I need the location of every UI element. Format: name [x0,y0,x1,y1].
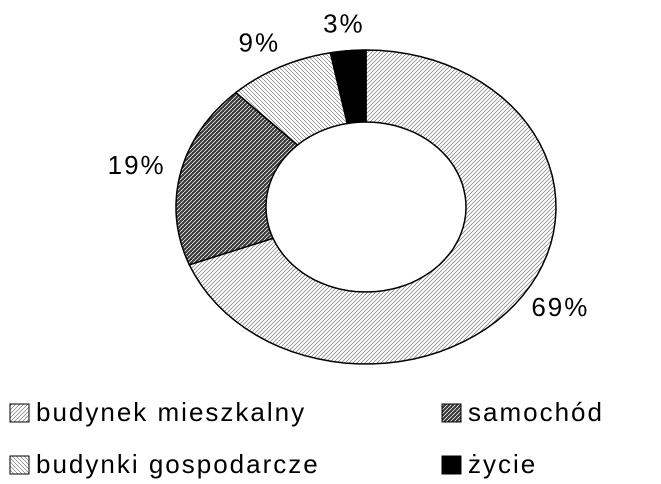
legend-label: budynek mieszkalny [36,397,306,427]
data-label: 69% [531,292,589,322]
legend-label: budynki gospodarcze [36,449,320,479]
data-label: 3% [323,9,365,39]
legend-swatch [441,455,462,475]
legend-label: samochód [468,397,604,427]
donut-slice [329,49,367,125]
legend-swatch [9,403,30,423]
legend-label: życie [468,449,537,479]
data-label: 9% [239,28,281,58]
legend-swatch [441,403,462,423]
data-label: 19% [108,150,166,180]
legend-swatch [9,455,30,475]
